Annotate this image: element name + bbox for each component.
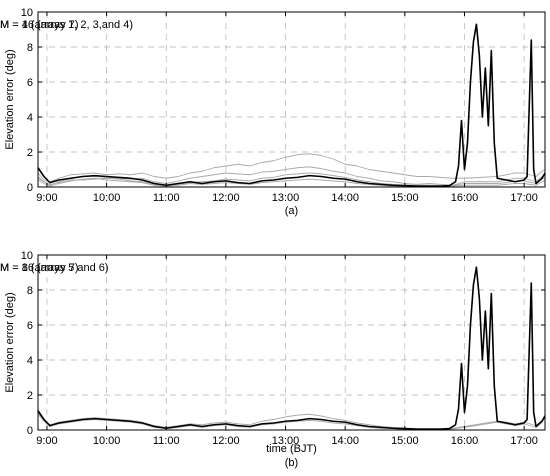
y-tick-label: 4 [27,112,33,124]
y-tick-label: 0 [27,425,33,437]
legend-entry: M = 16 (array 7) [0,262,79,274]
x-tick-label: 14:00 [331,435,359,447]
x-tick-label: 10:00 [93,192,121,204]
series-line-3 [37,413,546,430]
legend-entry: M = 16 (array 7) [0,19,79,31]
x-tick-label: 11:00 [153,192,180,204]
plot-frame [37,254,546,431]
legend-entry: M = 4 (arrays 1, 2, 3,and 4) [0,19,133,31]
x-tick-label: 15:00 [391,435,419,447]
grid [38,255,545,430]
series-line-4 [37,177,546,187]
panel-caption: (b) [285,457,298,469]
y-tick-label: 10 [21,7,33,19]
tick-labels: 9:00 10:00 11:00 12:00 13:00 14:00 15:00 16:00 1… [21,7,545,204]
plot-frame [37,11,546,188]
y-tick-label: 0 [27,182,33,194]
series-line-1 [37,23,546,187]
x-tick-label: 14:00 [331,192,359,204]
y-tick-label: 4 [27,355,33,367]
x-tick-label: 15:00 [391,192,419,204]
tick-labels: 9:00 10:00 11:00 12:00 13:00 14:00 15:00 16:00 1… [21,250,545,447]
x-tick-label: 12:00 [212,435,240,447]
y-tick-label: 2 [27,390,33,402]
x-tick-label: 9:00 [36,435,57,447]
legend: M = 16 (array 7)M = 4 (arrays 1, 2, 3,an… [0,19,133,31]
x-tick-label: 10:00 [93,435,121,447]
series-line-3 [37,166,546,186]
series-line-2 [37,412,546,430]
y-tick-label: 6 [27,320,33,332]
x-tick-label: 17:00 [510,435,538,447]
panels: 9:00 10:00 11:00 12:00 13:00 14:00 15:00 16:00 1… [0,7,546,469]
y-tick-label: 6 [27,77,33,89]
y-axis-label: Elevation error (deg) [4,49,16,149]
x-tick-label: 13:00 [272,192,300,204]
x-tick-label: 13:00 [272,435,300,447]
legend: M = 16 (array 7)M = 8 (arrays 5 and 6) [0,262,109,274]
x-tick-label: 16:00 [451,435,479,447]
chart-panel-b: 9:00 10:00 11:00 12:00 13:00 14:00 15:00 16:00 1… [0,250,546,469]
series-group [37,266,546,430]
legend-entry: M = 8 (arrays 5 and 6) [0,262,109,274]
chart-panel-a: 9:00 10:00 11:00 12:00 13:00 14:00 15:00 16:00 1… [0,7,546,217]
x-axis-label: time (BJT) [266,443,317,455]
y-axis-label: Elevation error (deg) [4,292,16,392]
panel-caption: (a) [285,205,298,217]
y-tick-label: 10 [21,250,33,262]
series-line-2 [37,153,546,183]
x-tick-label: 17:00 [510,192,538,204]
x-tick-label: 16:00 [451,192,479,204]
x-tick-label: 12:00 [212,192,240,204]
series-line-5 [37,172,546,187]
x-tick-label: 11:00 [153,435,180,447]
y-tick-label: 2 [27,147,33,159]
x-tick-label: 9:00 [36,192,57,204]
series-group [37,23,546,187]
series-line-1 [37,266,546,430]
y-tick-label: 8 [27,42,33,54]
y-tick-label: 8 [27,285,33,297]
